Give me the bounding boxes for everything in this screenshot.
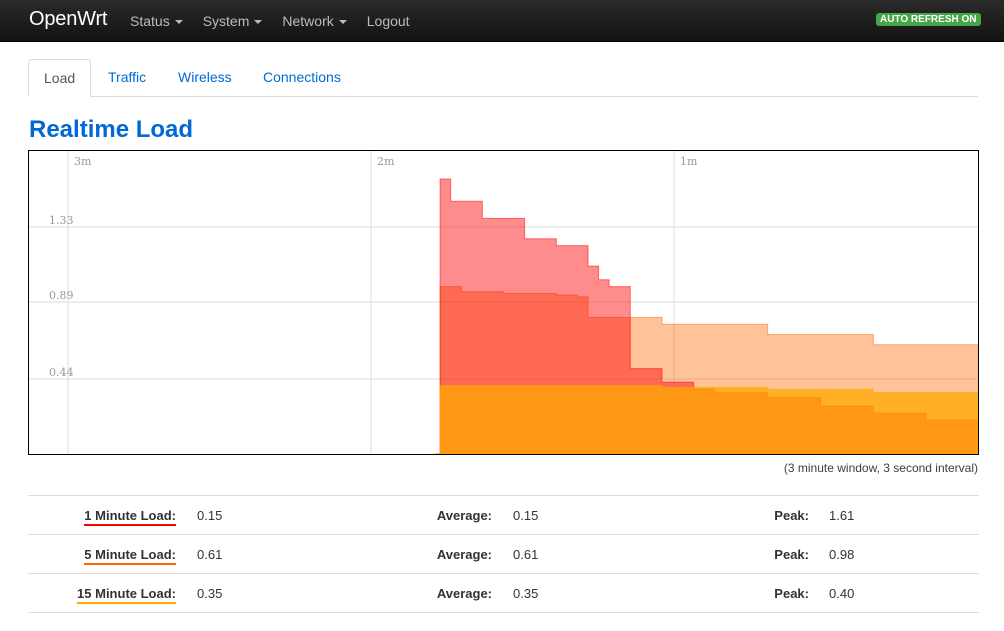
tab-load[interactable]: Load — [28, 59, 92, 97]
average-label: Average: — [436, 508, 492, 523]
caret-down-icon — [338, 19, 347, 24]
peak-label: Peak: — [774, 508, 809, 523]
menu-logout[interactable]: Logout — [367, 13, 410, 29]
series-area-15-minute-load — [434, 385, 979, 455]
tab-connections[interactable]: Connections — [263, 69, 341, 85]
y-tick-label: 0.44 — [49, 366, 74, 379]
tab-wireless[interactable]: Wireless — [178, 69, 232, 85]
tab-bar: Load Traffic Wireless Connections — [28, 59, 978, 97]
x-tick-label: 1m — [680, 155, 698, 168]
menu-status-label: Status — [130, 12, 170, 29]
load-15min-peak: 0.40 — [829, 586, 855, 601]
caret-down-icon — [254, 19, 263, 24]
menu-network-label: Network — [282, 12, 334, 29]
load-1min-peak: 1.61 — [829, 508, 855, 523]
load-1min-average: 0.15 — [513, 508, 539, 523]
page-title: Realtime Load — [29, 116, 194, 143]
load-5min-peak: 0.98 — [829, 547, 855, 562]
menu-system[interactable]: System — [203, 13, 263, 29]
peak-label: Peak: — [774, 586, 809, 601]
window-note: (3 minute window, 3 second interval) — [783, 461, 978, 475]
caret-down-icon — [174, 19, 183, 24]
load-chart: 3m 2m 1m 1.33 0.89 0.44 — [28, 150, 979, 455]
x-tick-label: 2m — [377, 155, 395, 168]
load-chart-svg: 3m 2m 1m 1.33 0.89 0.44 — [28, 150, 979, 455]
load-15min-label: 15 Minute Load: — [77, 586, 176, 604]
menu-status[interactable]: Status — [130, 13, 183, 29]
peak-label: Peak: — [774, 547, 809, 562]
stats-row-1min: 1 Minute Load: 0.15 Average: 0.15 Peak: … — [28, 495, 979, 534]
load-15min-average: 0.35 — [513, 586, 539, 601]
load-15min-value: 0.35 — [197, 586, 223, 601]
average-label: Average: — [436, 586, 492, 601]
tab-traffic[interactable]: Traffic — [108, 69, 147, 85]
chart-border — [28, 150, 979, 455]
y-tick-label: 0.89 — [49, 289, 74, 302]
menu-logout-label: Logout — [366, 12, 410, 29]
load-5min-label: 5 Minute Load: — [84, 547, 176, 565]
menu-network[interactable]: Network — [282, 12, 347, 29]
auto-refresh-badge[interactable]: AUTO REFRESH ON — [876, 13, 981, 26]
stats-row-5min: 5 Minute Load: 0.61 Average: 0.61 Peak: … — [28, 534, 979, 573]
x-tick-label: 3m — [74, 155, 92, 168]
menu-system-label: System — [202, 12, 250, 29]
y-tick-label: 1.33 — [49, 214, 74, 227]
load-stats-table: 1 Minute Load: 0.15 Average: 0.15 Peak: … — [28, 495, 979, 613]
load-5min-value: 0.61 — [197, 547, 223, 562]
load-5min-average: 0.61 — [513, 547, 539, 562]
load-1min-value: 0.15 — [197, 508, 223, 523]
load-1min-label: 1 Minute Load: — [84, 508, 176, 526]
main-menu: Status System Network Logout — [130, 0, 430, 41]
brand-logo[interactable]: OpenWrt — [29, 8, 108, 30]
stats-row-15min: 15 Minute Load: 0.35 Average: 0.35 Peak:… — [28, 573, 979, 613]
average-label: Average: — [436, 547, 492, 562]
top-navbar: OpenWrt Status System Network Logout AUT… — [0, 0, 1004, 42]
